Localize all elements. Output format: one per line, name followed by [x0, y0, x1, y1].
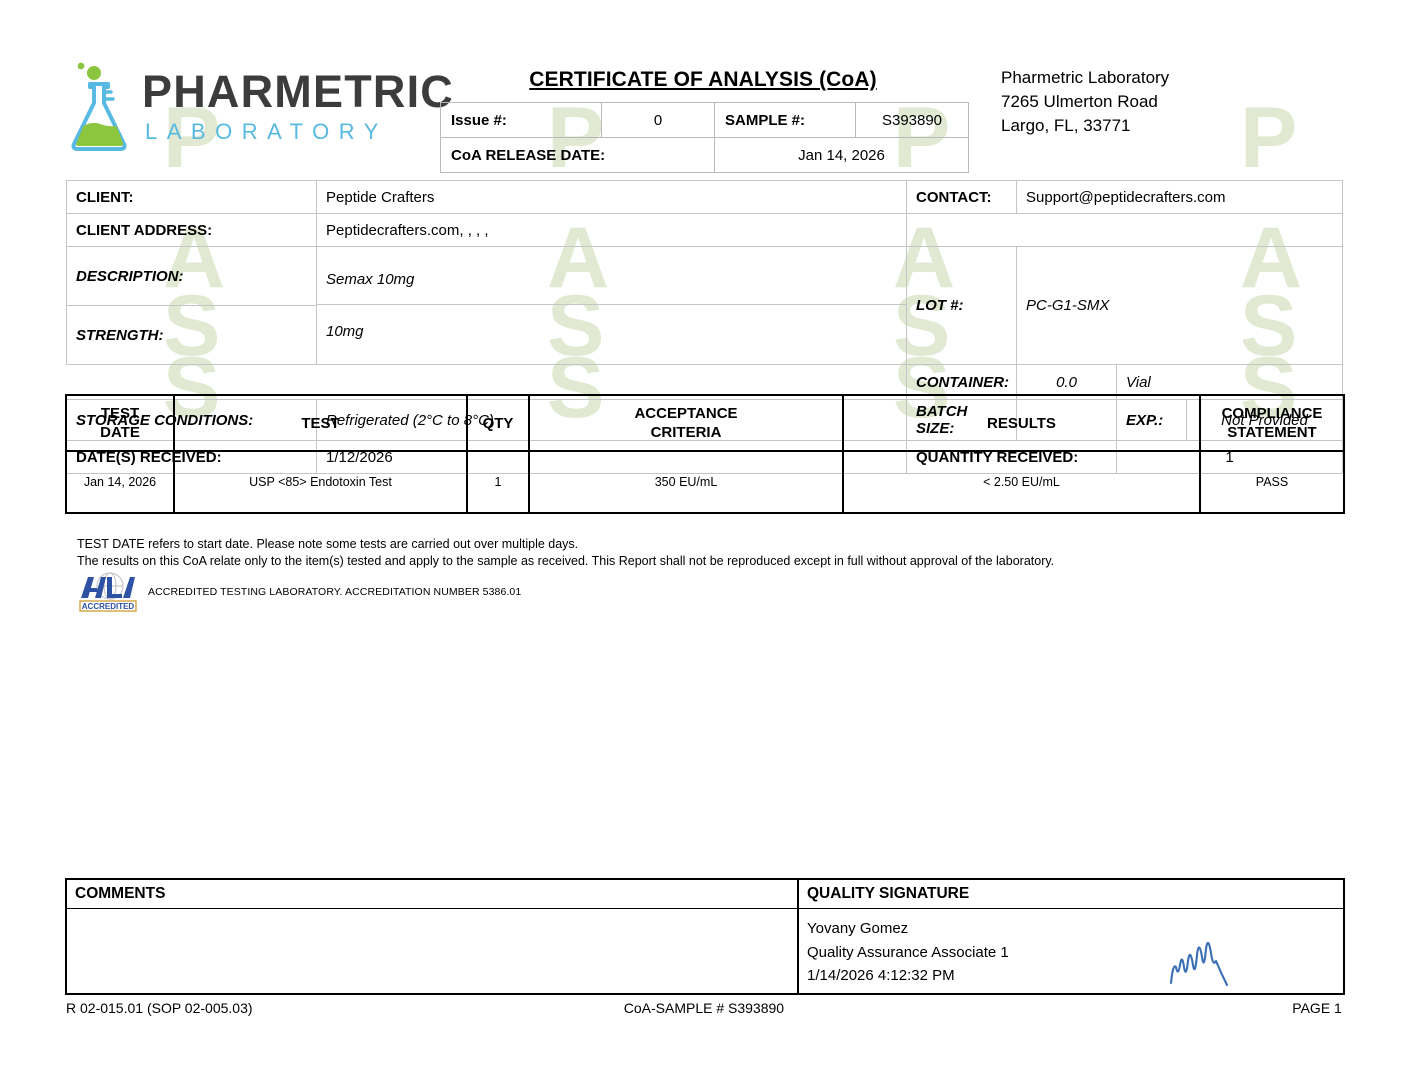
cell-test-name: USP <85> Endotoxin Test: [173, 450, 468, 514]
container-value: 0.0: [1016, 364, 1117, 400]
comments-value: [65, 908, 799, 995]
table-header-row: COMMENTS QUALITY SIGNATURE: [65, 878, 1345, 909]
signature-block: Yovany Gomez Quality Assurance Associate…: [797, 908, 1345, 995]
page-footer: R 02-015.01 (SOP 02-005.03) CoA-SAMPLE #…: [66, 1000, 1342, 1016]
cell-acceptance-criteria: 350 EU/mL: [528, 450, 844, 514]
test-results-table: TEST DATE TEST QTY ACCEPTANCE CRITERIA R…: [65, 394, 1345, 514]
contact-value: Support@peptidecrafters.com: [1015, 180, 1344, 214]
lab-address: Pharmetric Laboratory 7265 Ulmerton Road…: [1001, 68, 1170, 135]
sample-number-label: SAMPLE #:: [714, 102, 856, 138]
signed-timestamp: 1/14/2026 4:12:32 PM: [807, 967, 955, 984]
description-strength-values: Semax 10mg 10mg: [316, 246, 907, 365]
column-header-qty: QTY: [466, 394, 530, 452]
footer-sample-id: CoA-SAMPLE # S393890: [623, 1000, 785, 1016]
comments-header: COMMENTS: [65, 878, 799, 909]
table-row: CLIENT ADDRESS: Peptidecrafters.com, , ,…: [66, 213, 1344, 247]
container-label: CONTAINER:: [906, 364, 1017, 400]
cell-qty: 1: [466, 450, 530, 514]
issue-number-label: Issue #:: [440, 102, 602, 138]
logo-main-text: PHARMETRIC: [142, 65, 454, 117]
a2la-logo-icon: ACCREDITED: [79, 572, 137, 612]
description-value: Semax 10mg: [326, 270, 415, 288]
column-header-test: TEST: [173, 394, 468, 452]
table-row: Issue #: 0 SAMPLE #: S393890: [440, 102, 969, 138]
company-logo: PHARMETRIC LABORATORY: [68, 58, 454, 153]
comments-signature-table: COMMENTS QUALITY SIGNATURE Yovany Gomez …: [65, 878, 1345, 995]
notes-block: TEST DATE refers to start date. Please n…: [77, 536, 1054, 569]
column-header-compliance: COMPLIANCE STATEMENT: [1199, 394, 1345, 452]
sample-number-value: S393890: [855, 102, 969, 138]
client-label: CLIENT:: [66, 180, 317, 214]
table-row: CoA RELEASE DATE: Jan 14, 2026: [440, 137, 969, 173]
table-row: DESCRIPTION: Semax 10mg 10mg LOT #: PC-G…: [66, 246, 1344, 365]
page-title: CERTIFICATE OF ANALYSIS (CoA): [529, 68, 877, 91]
table-header-row: TEST DATE TEST QTY ACCEPTANCE CRITERIA R…: [65, 394, 1345, 452]
info-blank-cell: [905, 213, 1344, 247]
table-row: Yovany Gomez Quality Assurance Associate…: [65, 908, 1345, 995]
note-line-1: TEST DATE refers to start date. Please n…: [77, 537, 579, 551]
signer-title: Quality Assurance Associate 1: [807, 943, 1009, 961]
accreditation-text: ACCREDITED TESTING LABORATORY. ACCREDITA…: [148, 586, 522, 598]
client-address-label: CLIENT ADDRESS:: [66, 213, 317, 247]
issue-number-value: 0: [601, 102, 715, 138]
logo-wordmark: PHARMETRIC LABORATORY: [142, 69, 454, 143]
strength-label: STRENGTH:: [66, 305, 317, 365]
column-header-acceptance: ACCEPTANCE CRITERIA: [528, 394, 844, 452]
column-header-results: RESULTS: [842, 394, 1201, 452]
logo-sub-text: LABORATORY: [145, 118, 388, 144]
status-badge: PASS: [1199, 450, 1345, 514]
issue-table: Issue #: 0 SAMPLE #: S393890 CoA RELEASE…: [440, 102, 969, 173]
release-date-label: CoA RELEASE DATE:: [440, 137, 715, 173]
client-address-value: Peptidecrafters.com, , , ,: [316, 213, 907, 247]
client-value: Peptide Crafters: [316, 180, 907, 214]
table-row: CONTAINER: 0.0 Vial: [67, 364, 1344, 400]
svg-text:ACCREDITED: ACCREDITED: [82, 602, 135, 611]
lot-label: LOT #:: [906, 246, 1017, 365]
flask-icon: [71, 62, 127, 151]
signature-icon: [1169, 941, 1229, 987]
cell-result: < 2.50 EU/mL: [842, 450, 1201, 514]
container-unit: Vial: [1115, 364, 1344, 400]
footer-document-code: R 02-015.01 (SOP 02-005.03): [66, 1000, 253, 1016]
table-row: CLIENT: Peptide Crafters CONTACT: Suppor…: [66, 180, 1344, 214]
cell-test-date: Jan 14, 2026: [65, 450, 175, 514]
description-label: DESCRIPTION:: [66, 246, 317, 306]
footer-page-number: PAGE 1: [1292, 1000, 1342, 1016]
table-row: Jan 14, 2026 USP <85> Endotoxin Test 1 3…: [65, 450, 1345, 514]
table-row: STRENGTH:: [66, 305, 1343, 365]
accreditation-row: ACCREDITED ACCREDITED TESTING LABORATORY…: [77, 572, 521, 612]
release-date-value: Jan 14, 2026: [714, 137, 969, 173]
signature-header: QUALITY SIGNATURE: [797, 878, 1345, 909]
note-line-2: The results on this CoA relate only to t…: [77, 553, 1055, 568]
contact-label: CONTACT:: [906, 180, 1017, 214]
lot-value: PC-G1-SMX: [1015, 246, 1344, 365]
signer-name: Yovany Gomez: [807, 920, 909, 937]
strength-value: 10mg: [317, 304, 906, 357]
column-header-test-date: TEST DATE: [65, 394, 175, 452]
